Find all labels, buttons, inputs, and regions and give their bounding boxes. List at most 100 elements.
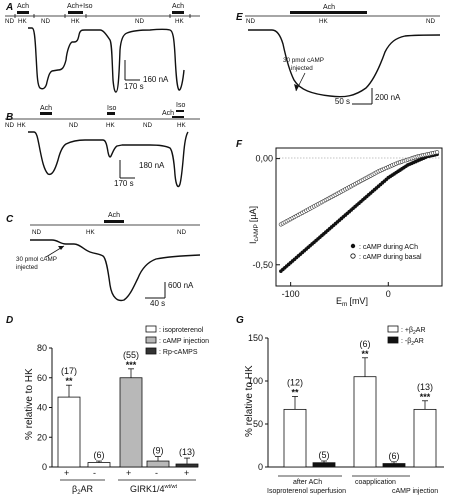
panel-b-cond: ND: [143, 122, 153, 129]
panel-g-legend-swatch-plus: [387, 325, 399, 333]
panel-c-arrowhead: [58, 246, 64, 250]
panel-g-legend-plus: : +β2AR: [401, 327, 426, 336]
panel-d-group-2: GIRK1/4: [130, 484, 165, 494]
panel-f-y-tick-label: -0,50: [252, 260, 273, 270]
panel-f-ylabel: I: [248, 241, 258, 244]
panel-f-x-tick-label: 0: [386, 289, 391, 299]
panel-c: C Ach ND HK ND 30 pmol cAMP injected 40 …: [6, 212, 201, 308]
panel-e-ach-bar: [290, 11, 367, 14]
panel-f-letter: F: [236, 139, 243, 150]
panel-b-cond: HK: [177, 122, 187, 129]
panel-d-significance: ***: [126, 360, 137, 370]
panel-e-annotation-line2: injected: [291, 65, 313, 72]
panel-a-time-scale: 170 s: [124, 82, 144, 91]
panel-g-letter: G: [236, 315, 244, 326]
panel-c-cond: HK: [86, 229, 96, 236]
panel-f-xlabel-sub: m: [342, 301, 347, 308]
panel-a-current-scale: 160 nA: [143, 75, 169, 84]
panel-g-n-label: (5): [319, 450, 330, 460]
panel-g-y-tick-label: 0: [258, 462, 263, 472]
panel-d-legend-swatch-rp: [145, 347, 157, 355]
panel-g-group-2-line1: coapplication: [355, 479, 396, 486]
panel-b-iso-bar-2: [176, 110, 184, 112]
panel-f-legend-ach: : cAMP during ACh: [359, 244, 418, 251]
panel-g-bar: [382, 463, 406, 468]
panel-a-letter: A: [5, 2, 13, 13]
panel-d-legend-iso: : isoproterenol: [159, 327, 204, 334]
panel-e-letter: E: [236, 12, 243, 23]
panel-f-legend-marker-filled: [350, 243, 356, 249]
panel-b-current-trace: [28, 131, 189, 188]
panel-b-bar-label-4: Ach: [162, 110, 174, 117]
panel-g-legend-minus-tail: AR: [414, 338, 424, 345]
panel-g-legend-minus-text: : -β: [401, 338, 411, 345]
panel-d-group-1-sub: 2: [77, 490, 81, 496]
panel-f-ylabel-sub: cAMP: [253, 224, 260, 241]
panel-d-y-tick-label: 40: [37, 403, 47, 413]
panel-a-ach-bar-1: [17, 11, 29, 14]
panel-f-xlabel-unit: [mV]: [349, 296, 368, 306]
panel-d-group-beta: β2AR: [72, 484, 94, 496]
panel-d-n-label: (6): [94, 450, 105, 460]
panel-a-bar-label-3: Ach: [172, 3, 184, 10]
panel-d-bar: [119, 377, 143, 468]
panel-c-ach-bar: [104, 220, 124, 223]
panel-a-cond: HK: [71, 18, 81, 25]
panel-d-legend-swatch-camp: [145, 336, 157, 344]
panel-b-ach-bar-2: [172, 116, 184, 118]
panel-d-y-tick-label: 0: [42, 462, 47, 472]
panel-g-ylabel: % relative to HK: [244, 365, 255, 437]
panel-f-legend-marker-open: [350, 253, 356, 259]
panel-g-group-1-line1: after ACh: [293, 479, 322, 486]
panel-d-sign: -: [155, 468, 158, 478]
panel-d-y-tick-label: 80: [37, 343, 47, 353]
panel-a-ach-bar-2: [172, 11, 184, 14]
panel-c-current-scale: 600 nA: [168, 281, 194, 290]
panel-f-legend-basal: : cAMP during basal: [359, 254, 422, 261]
panel-a-bar-label-2: Ach+Iso: [67, 3, 93, 10]
panel-g-significance: ***: [420, 392, 431, 402]
panel-g-group-3-line2: cAMP injection: [392, 488, 438, 495]
panel-g-legend-plus-tail: AR: [416, 327, 426, 334]
panel-b-iso-bar-1: [107, 112, 115, 115]
panel-c-current-trace: [30, 239, 201, 302]
panel-f-axes: -100 0 0,00 -0,50: [252, 154, 390, 299]
panel-d-sign: -: [93, 468, 96, 478]
panel-a-achiso-bar: [68, 11, 83, 14]
panel-d-bar: [57, 396, 81, 468]
panel-g-n-label: (13): [417, 382, 433, 392]
panel-g-significance: **: [361, 349, 369, 359]
panel-e-annotation-line1: 30 pmol cAMP: [283, 57, 324, 64]
panel-d-y-tick-label: 60: [37, 373, 47, 383]
panel-d-group-girk: GIRK1/4wt/wt: [130, 484, 178, 494]
panel-g-y-tick-label: 150: [248, 333, 263, 343]
panel-e-arrowhead: [294, 84, 299, 91]
panel-c-letter: C: [6, 214, 14, 225]
panel-d-legend-swatch-iso: [145, 325, 157, 333]
panel-f-data-points: [278, 150, 440, 273]
panel-b-bar-label-2: Iso: [107, 105, 116, 112]
panel-b-bar-label-1: Ach: [40, 105, 52, 112]
panel-a-cond: HK: [175, 18, 185, 25]
panel-c-cond: ND: [32, 229, 42, 236]
panel-b-cond: ND: [69, 122, 79, 129]
panel-g-legend-minus-sub: 2: [411, 341, 414, 347]
panel-d-sign: +: [184, 468, 189, 478]
panel-d-legend-camp: : cAMP injection: [159, 338, 209, 345]
panel-b-cond: ND: [5, 122, 15, 129]
panel-f-frame: [275, 147, 443, 287]
panel-a-current-trace: [28, 27, 185, 93]
panel-c-annotation-line2: injected: [16, 264, 38, 271]
panel-e-cond: ND: [426, 18, 436, 25]
panel-g-bar: [283, 408, 307, 468]
panel-c-cond: ND: [177, 229, 187, 236]
panel-g-bar: [353, 376, 377, 468]
panel-d-bars: **(17) (6) ***(55) (9) (13): [57, 350, 199, 468]
panel-d-significance: **: [65, 376, 73, 386]
panel-b-bar-label-3: Iso: [176, 102, 185, 109]
panel-e-time-scale: 50 s: [335, 97, 350, 106]
panel-g-legend-plus-sub: 2: [413, 330, 416, 336]
panel-d-group-2-sup: wt/wt: [164, 484, 178, 490]
panel-f-xlabel-group: Em [mV]: [336, 296, 368, 308]
